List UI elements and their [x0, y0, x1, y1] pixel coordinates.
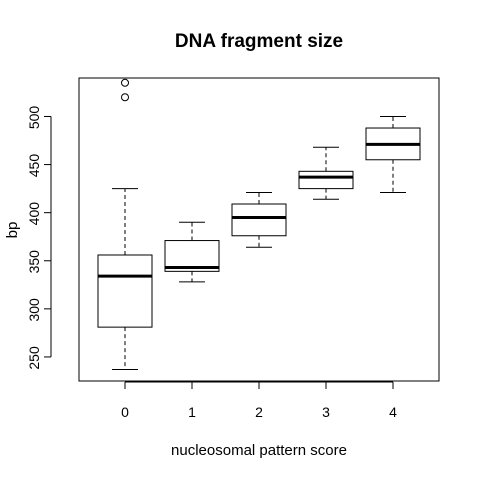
- outlier-point: [121, 93, 129, 102]
- y-tick-label: 300: [26, 298, 42, 322]
- y-axis: 250 300 350 400 450 500: [26, 106, 52, 370]
- outlier-point: [121, 78, 129, 87]
- box: [97, 254, 153, 328]
- box-group: [298, 146, 354, 200]
- box-group: [97, 78, 153, 370]
- y-tick-label: 450: [26, 154, 42, 178]
- x-tick-label: 0: [121, 404, 129, 420]
- chart-title: DNA fragment size: [175, 31, 343, 52]
- x-tick-label: 2: [255, 404, 263, 420]
- box: [231, 203, 287, 237]
- y-axis-label: bp: [4, 222, 21, 239]
- x-tick-label: 4: [389, 404, 397, 420]
- x-tick-label: 3: [322, 404, 330, 420]
- plot-frame: [78, 77, 440, 382]
- y-tick-label: 500: [26, 106, 42, 130]
- x-tick-label: 1: [188, 404, 196, 420]
- x-axis: 0 1 2 3 4: [121, 381, 397, 420]
- y-tick-label: 350: [26, 250, 42, 274]
- box-group: [231, 191, 287, 248]
- box-group: [365, 115, 421, 193]
- box-group: [164, 221, 220, 283]
- box: [298, 170, 354, 190]
- x-axis-label: nucleosomal pattern score: [171, 442, 347, 459]
- boxes: [97, 78, 421, 370]
- y-tick-label: 250: [26, 346, 42, 370]
- y-tick-label: 400: [26, 202, 42, 226]
